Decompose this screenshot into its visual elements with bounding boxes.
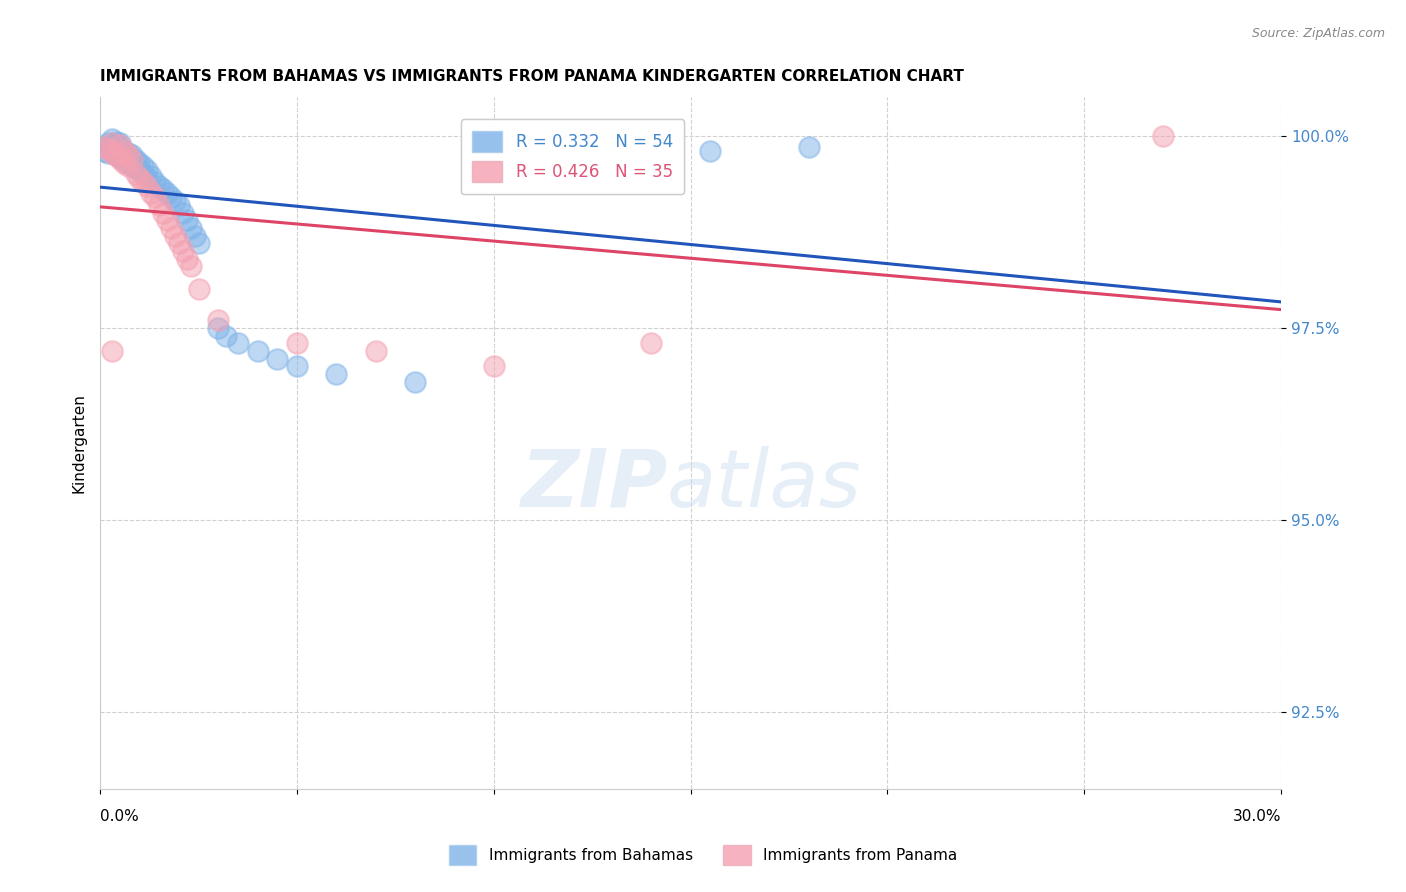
Point <box>187 236 209 251</box>
Point <box>226 336 249 351</box>
Point <box>148 198 170 212</box>
Point <box>124 161 146 175</box>
Point <box>136 163 159 178</box>
Point <box>117 160 139 174</box>
Point <box>128 155 150 169</box>
Point <box>180 260 202 274</box>
Point <box>121 148 143 162</box>
Point <box>325 367 347 381</box>
Point <box>160 190 183 204</box>
Point <box>97 145 120 160</box>
Point <box>699 144 721 158</box>
Point <box>404 375 426 389</box>
Point <box>121 153 143 168</box>
Point <box>285 336 308 351</box>
Text: 30.0%: 30.0% <box>1233 809 1281 823</box>
Point <box>108 137 131 152</box>
Point <box>93 144 115 158</box>
Y-axis label: Kindergarten: Kindergarten <box>72 393 86 493</box>
Point <box>141 169 163 183</box>
Point <box>183 228 205 243</box>
Point <box>600 132 623 146</box>
Point <box>207 321 229 335</box>
Point <box>124 153 146 168</box>
Point <box>124 167 146 181</box>
Point <box>101 145 124 160</box>
Point <box>176 252 198 266</box>
Point <box>148 178 170 193</box>
Point <box>156 213 179 227</box>
Point <box>101 137 124 152</box>
Point <box>132 160 155 174</box>
Point <box>121 152 143 166</box>
Point <box>117 155 139 169</box>
Point <box>136 170 159 185</box>
Point <box>163 194 186 208</box>
Point <box>112 144 135 158</box>
Point <box>172 244 194 258</box>
Point <box>108 150 131 164</box>
Point <box>132 175 155 189</box>
Point <box>266 351 288 366</box>
Point <box>112 144 135 158</box>
Point <box>104 148 127 162</box>
Point <box>104 148 127 162</box>
Legend: R = 0.332   N = 54, R = 0.426   N = 35: R = 0.332 N = 54, R = 0.426 N = 35 <box>461 120 685 194</box>
Point <box>121 160 143 174</box>
Point <box>101 343 124 358</box>
Text: ZIP: ZIP <box>520 446 666 524</box>
Point <box>285 359 308 374</box>
Point <box>1152 128 1174 143</box>
Point <box>364 343 387 358</box>
Point <box>112 153 135 168</box>
Point <box>101 136 124 151</box>
Point <box>117 148 139 162</box>
Point <box>187 283 209 297</box>
Point <box>128 163 150 178</box>
Point <box>117 150 139 164</box>
Legend: Immigrants from Bahamas, Immigrants from Panama: Immigrants from Bahamas, Immigrants from… <box>439 834 967 875</box>
Point <box>246 343 269 358</box>
Point <box>167 236 190 251</box>
Point <box>207 313 229 327</box>
Point <box>163 228 186 243</box>
Point <box>215 328 238 343</box>
Text: atlas: atlas <box>666 446 862 524</box>
Point <box>101 132 124 146</box>
Point <box>797 140 820 154</box>
Point <box>640 336 662 351</box>
Text: IMMIGRANTS FROM BAHAMAS VS IMMIGRANTS FROM PANAMA KINDERGARTEN CORRELATION CHART: IMMIGRANTS FROM BAHAMAS VS IMMIGRANTS FR… <box>100 69 965 84</box>
Point <box>108 152 131 166</box>
Point <box>108 136 131 151</box>
Point <box>152 205 174 219</box>
Point <box>93 140 115 154</box>
Point <box>97 143 120 157</box>
Point <box>160 221 183 235</box>
Point <box>108 140 131 154</box>
Text: Source: ZipAtlas.com: Source: ZipAtlas.com <box>1251 27 1385 40</box>
Point <box>482 136 505 151</box>
Point <box>141 186 163 201</box>
Point <box>112 148 135 162</box>
Point <box>143 175 166 189</box>
Point <box>143 190 166 204</box>
Point <box>176 213 198 227</box>
Point <box>101 143 124 157</box>
Point <box>156 186 179 201</box>
Point <box>104 135 127 149</box>
Point <box>117 145 139 160</box>
Point <box>97 140 120 154</box>
Point <box>128 170 150 185</box>
Text: 0.0%: 0.0% <box>100 809 139 823</box>
Point <box>136 178 159 193</box>
Point <box>152 182 174 196</box>
Point <box>112 155 135 169</box>
Point <box>180 221 202 235</box>
Point <box>482 359 505 374</box>
Point <box>132 167 155 181</box>
Point <box>167 198 190 212</box>
Point <box>172 205 194 219</box>
Point <box>97 136 120 151</box>
